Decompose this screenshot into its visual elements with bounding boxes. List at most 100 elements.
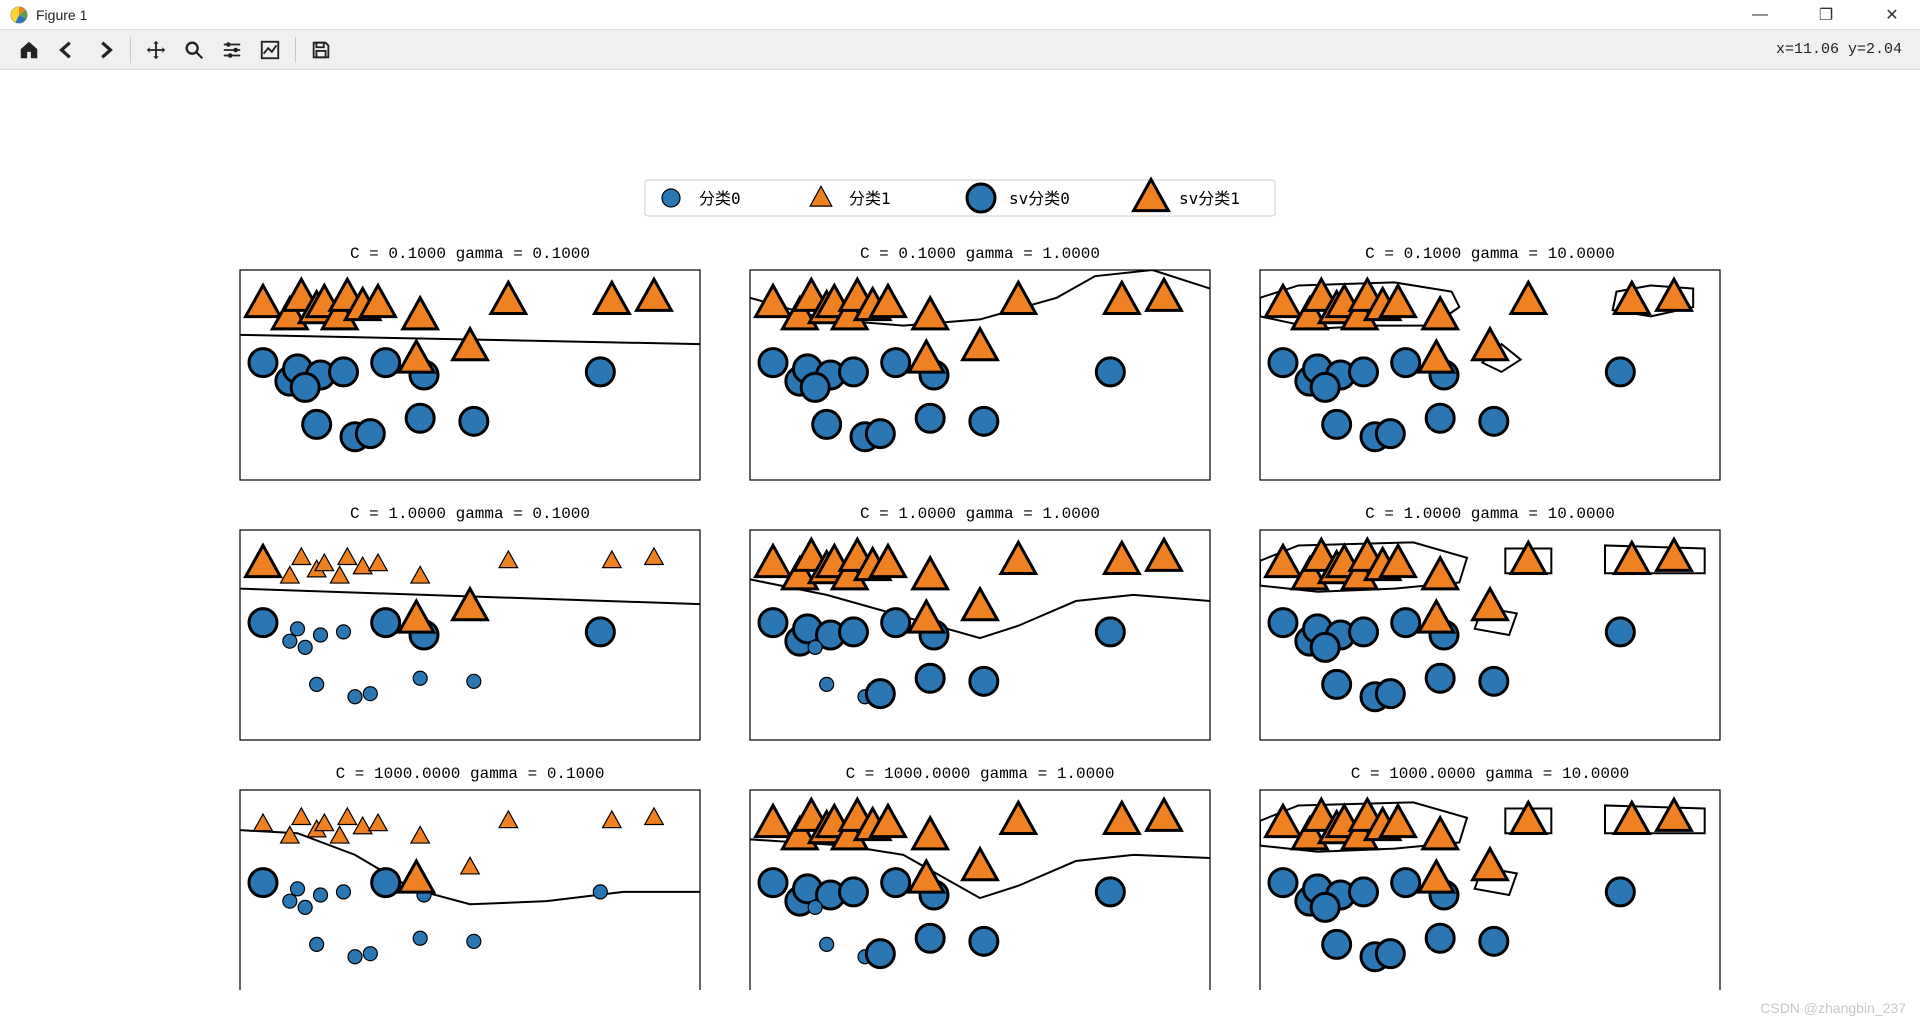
sv1-marker xyxy=(453,329,488,360)
class1-marker xyxy=(411,826,430,843)
class1-marker xyxy=(338,548,357,565)
sv0-marker xyxy=(372,349,400,377)
cursor-coordinates: x=11.06 y=2.04 xyxy=(1776,41,1902,58)
sv1-marker xyxy=(756,805,791,836)
sv0-marker xyxy=(1096,878,1124,906)
sv0-marker xyxy=(586,358,614,386)
sv1-marker xyxy=(963,329,998,360)
sv1-marker xyxy=(1657,539,1692,570)
subplot-title: C = 1.0000 gamma = 10.0000 xyxy=(1365,505,1615,523)
sv1-marker xyxy=(1104,542,1139,573)
sv1-marker xyxy=(399,601,434,632)
legend-label: 分类1 xyxy=(849,189,891,208)
window-title: Figure 1 xyxy=(36,7,87,23)
sv0-marker xyxy=(1426,664,1454,692)
class0-marker xyxy=(808,900,822,914)
edit-axes-button[interactable] xyxy=(253,33,287,67)
sv0-marker xyxy=(249,349,277,377)
class0-marker xyxy=(314,628,328,642)
minimize-button[interactable]: — xyxy=(1742,5,1778,25)
class1-marker xyxy=(281,826,300,843)
chart-line-icon xyxy=(259,39,281,61)
subplot xyxy=(1260,790,1720,990)
subplot xyxy=(750,530,1210,740)
class0-marker xyxy=(363,687,377,701)
class1-marker xyxy=(369,554,388,571)
close-button[interactable]: ✕ xyxy=(1874,5,1910,25)
sv1-marker xyxy=(594,282,629,313)
matplotlib-toolbar: x=11.06 y=2.04 xyxy=(0,30,1920,70)
sv1-marker xyxy=(1266,545,1301,576)
sv1-marker xyxy=(246,285,281,316)
sv0-marker xyxy=(759,609,787,637)
sv0-marker xyxy=(1096,358,1124,386)
sv0-marker xyxy=(1350,358,1378,386)
subplot xyxy=(240,530,700,740)
forward-button[interactable] xyxy=(88,33,122,67)
sv0-marker xyxy=(1392,869,1420,897)
sv0-marker xyxy=(1480,667,1508,695)
sv1-marker xyxy=(399,861,434,892)
subplot-content xyxy=(240,808,700,964)
save-button[interactable] xyxy=(304,33,338,67)
sv1-marker xyxy=(491,282,526,313)
maximize-button[interactable]: ❐ xyxy=(1808,5,1844,25)
class0-marker xyxy=(310,937,324,951)
sv1-marker xyxy=(1511,282,1546,313)
subplot-title: C = 1.0000 gamma = 0.1000 xyxy=(350,505,590,523)
class0-marker xyxy=(310,677,324,691)
subplot xyxy=(750,270,1210,480)
class0-marker xyxy=(808,640,822,654)
sv0-marker xyxy=(1606,878,1634,906)
subplot xyxy=(1260,530,1720,740)
sv0-marker xyxy=(1350,878,1378,906)
sv0-marker xyxy=(1606,358,1634,386)
sv0-marker xyxy=(291,373,319,401)
figure-canvas: 分类0分类1sv分类0sv分类1C = 0.1000 gamma = 0.100… xyxy=(0,70,1920,998)
sv0-marker xyxy=(1269,349,1297,377)
class1-marker xyxy=(499,551,518,568)
sv1-marker xyxy=(1147,799,1182,830)
arrow-right-icon xyxy=(94,39,116,61)
sv1-marker xyxy=(1473,589,1508,620)
class0-marker xyxy=(593,885,607,899)
configure-subplots-button[interactable] xyxy=(215,33,249,67)
sv0-marker xyxy=(330,358,358,386)
sv0-marker xyxy=(759,349,787,377)
subplot-content xyxy=(1260,539,1705,711)
sv1-marker xyxy=(1419,341,1454,372)
class0-marker xyxy=(337,885,351,899)
subplot-content xyxy=(1260,279,1693,451)
legend-marker-class0 xyxy=(662,189,680,207)
sv0-marker xyxy=(813,410,841,438)
sv1-marker xyxy=(1473,849,1508,880)
sv0-marker xyxy=(970,667,998,695)
legend-label: sv分类1 xyxy=(1179,189,1240,208)
sv1-marker xyxy=(913,818,948,849)
back-button[interactable] xyxy=(50,33,84,67)
sv0-marker xyxy=(840,618,868,646)
legend-marker-sv0 xyxy=(967,184,995,212)
zoom-button[interactable] xyxy=(177,33,211,67)
sv0-marker xyxy=(882,349,910,377)
sv0-marker xyxy=(249,609,277,637)
sv0-marker xyxy=(970,927,998,955)
sv0-marker xyxy=(916,404,944,432)
home-button[interactable] xyxy=(12,33,46,67)
sv0-marker xyxy=(1269,609,1297,637)
sv1-marker xyxy=(1147,539,1182,570)
sv1-marker xyxy=(637,279,672,310)
sv0-marker xyxy=(840,358,868,386)
sv1-marker xyxy=(403,298,438,329)
sv1-marker xyxy=(1147,279,1182,310)
sv0-marker xyxy=(1392,349,1420,377)
sv0-marker xyxy=(866,680,894,708)
move-icon xyxy=(145,39,167,61)
class1-marker xyxy=(369,814,388,831)
pan-button[interactable] xyxy=(139,33,173,67)
subplot-content xyxy=(240,279,700,451)
sv0-marker xyxy=(586,618,614,646)
watermark: CSDN @zhangbin_237 xyxy=(1760,1000,1906,1016)
class1-marker xyxy=(645,548,664,565)
class0-marker xyxy=(467,934,481,948)
